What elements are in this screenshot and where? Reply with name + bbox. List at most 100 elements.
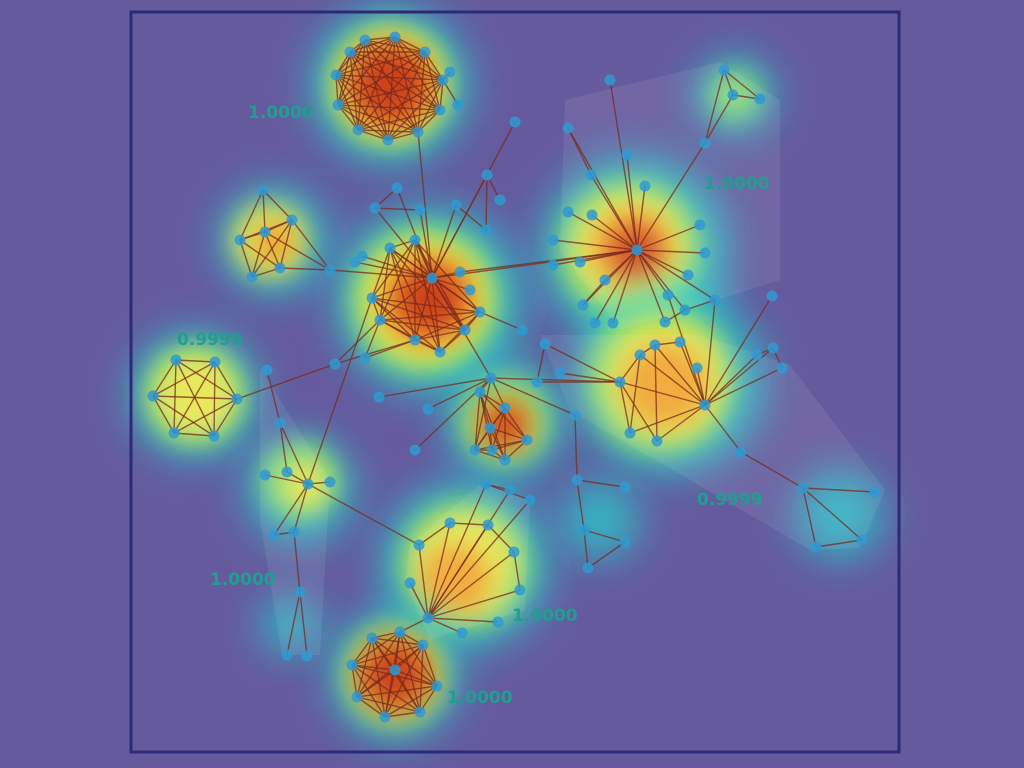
graph-node (412, 126, 424, 138)
graph-edge (371, 277, 433, 299)
graph-node (624, 427, 636, 439)
graph-node (754, 93, 766, 105)
cluster-label-bottom-center: 1.0000 (512, 606, 578, 626)
graph-edge (264, 231, 281, 269)
graph-edge (291, 219, 331, 271)
graph-edge (414, 311, 481, 341)
graph-node (856, 534, 868, 546)
graph-edge (335, 74, 359, 131)
graph-node (231, 393, 243, 405)
graph-edge (262, 189, 266, 233)
graph-edge (636, 249, 666, 323)
graph-node (426, 272, 438, 284)
graph-edge (378, 377, 492, 398)
graph-edge (152, 359, 177, 397)
graph-edge (384, 711, 421, 718)
graph-node (485, 372, 497, 384)
graph-edge (474, 439, 528, 451)
graph-node (499, 402, 511, 414)
graph-edge (293, 483, 309, 533)
graph-edge (504, 407, 528, 441)
graph-node (459, 324, 471, 336)
graph-edge (394, 36, 441, 111)
graph-node (422, 612, 434, 624)
graph-node (366, 292, 378, 304)
graph-edge (214, 361, 238, 400)
graph-edge (489, 427, 528, 441)
graph-edge (422, 644, 438, 687)
cluster-hull (260, 368, 330, 655)
graph-edge (587, 541, 626, 569)
graph-edge (351, 664, 386, 718)
graph-edge (251, 231, 266, 278)
graph-edge (152, 395, 215, 437)
graph-node (234, 234, 246, 246)
graph-node (286, 214, 298, 226)
graph-edge (431, 121, 516, 279)
graph-edge (351, 631, 401, 666)
graph-edge (173, 398, 238, 434)
graph-edge (704, 367, 783, 406)
graph-node (329, 358, 341, 370)
graph-edge (629, 404, 706, 434)
graph-edge (619, 381, 631, 434)
graph-node (444, 517, 456, 529)
graph-edge (583, 529, 589, 569)
graph-edge (449, 522, 489, 526)
cluster-label-bottom-left: 1.0000 (210, 570, 276, 590)
graph-nodes (147, 31, 881, 723)
graph-edge (335, 74, 389, 141)
graph-edge (579, 249, 638, 263)
graph-node (481, 169, 493, 181)
graph-node (456, 627, 468, 639)
graph-edge (802, 487, 817, 548)
graph-node (521, 434, 533, 446)
graph-node (509, 116, 521, 128)
graph-edge (479, 311, 523, 331)
graph-edge (636, 249, 686, 311)
graph-edge (387, 51, 426, 141)
graph-node (346, 659, 358, 671)
graph-edge (351, 637, 373, 666)
graph-edge (414, 239, 441, 353)
graph-node (480, 224, 492, 236)
graph-edge (609, 79, 638, 251)
graph-node (547, 259, 559, 271)
graph-edge (427, 483, 487, 619)
graph-node (604, 74, 616, 86)
graph-edge (173, 432, 215, 437)
graph-node (246, 271, 258, 283)
graph-edge (349, 51, 419, 133)
graph-edge (704, 94, 734, 144)
graph-node (373, 391, 385, 403)
graph-edge (419, 644, 424, 713)
graph-node (599, 274, 611, 286)
graph-edge (394, 36, 426, 53)
graph-node (349, 256, 361, 268)
graph-node (366, 632, 378, 644)
graph-edge (239, 239, 281, 269)
heat-blob (623, 343, 707, 427)
graph-node (614, 376, 626, 388)
graph-node (674, 336, 686, 348)
graph-node (547, 234, 559, 246)
graph-edge (389, 247, 416, 341)
graph-node (288, 526, 300, 538)
graph-edge (427, 617, 463, 634)
graph-edge (427, 524, 489, 619)
graph-node (508, 546, 520, 558)
graph-node (651, 435, 663, 447)
graph-node (281, 466, 293, 478)
graph-node (259, 469, 271, 481)
graph-node (562, 122, 574, 134)
graph-edge (337, 104, 389, 141)
graph-node (332, 99, 344, 111)
graph-node (569, 409, 581, 421)
graph-node (434, 346, 446, 358)
graph-node (450, 199, 462, 211)
graph-node (810, 541, 822, 553)
graph-node (484, 422, 496, 434)
graph-node (404, 577, 416, 589)
graph-edge (490, 377, 621, 383)
graph-edge (351, 664, 438, 687)
